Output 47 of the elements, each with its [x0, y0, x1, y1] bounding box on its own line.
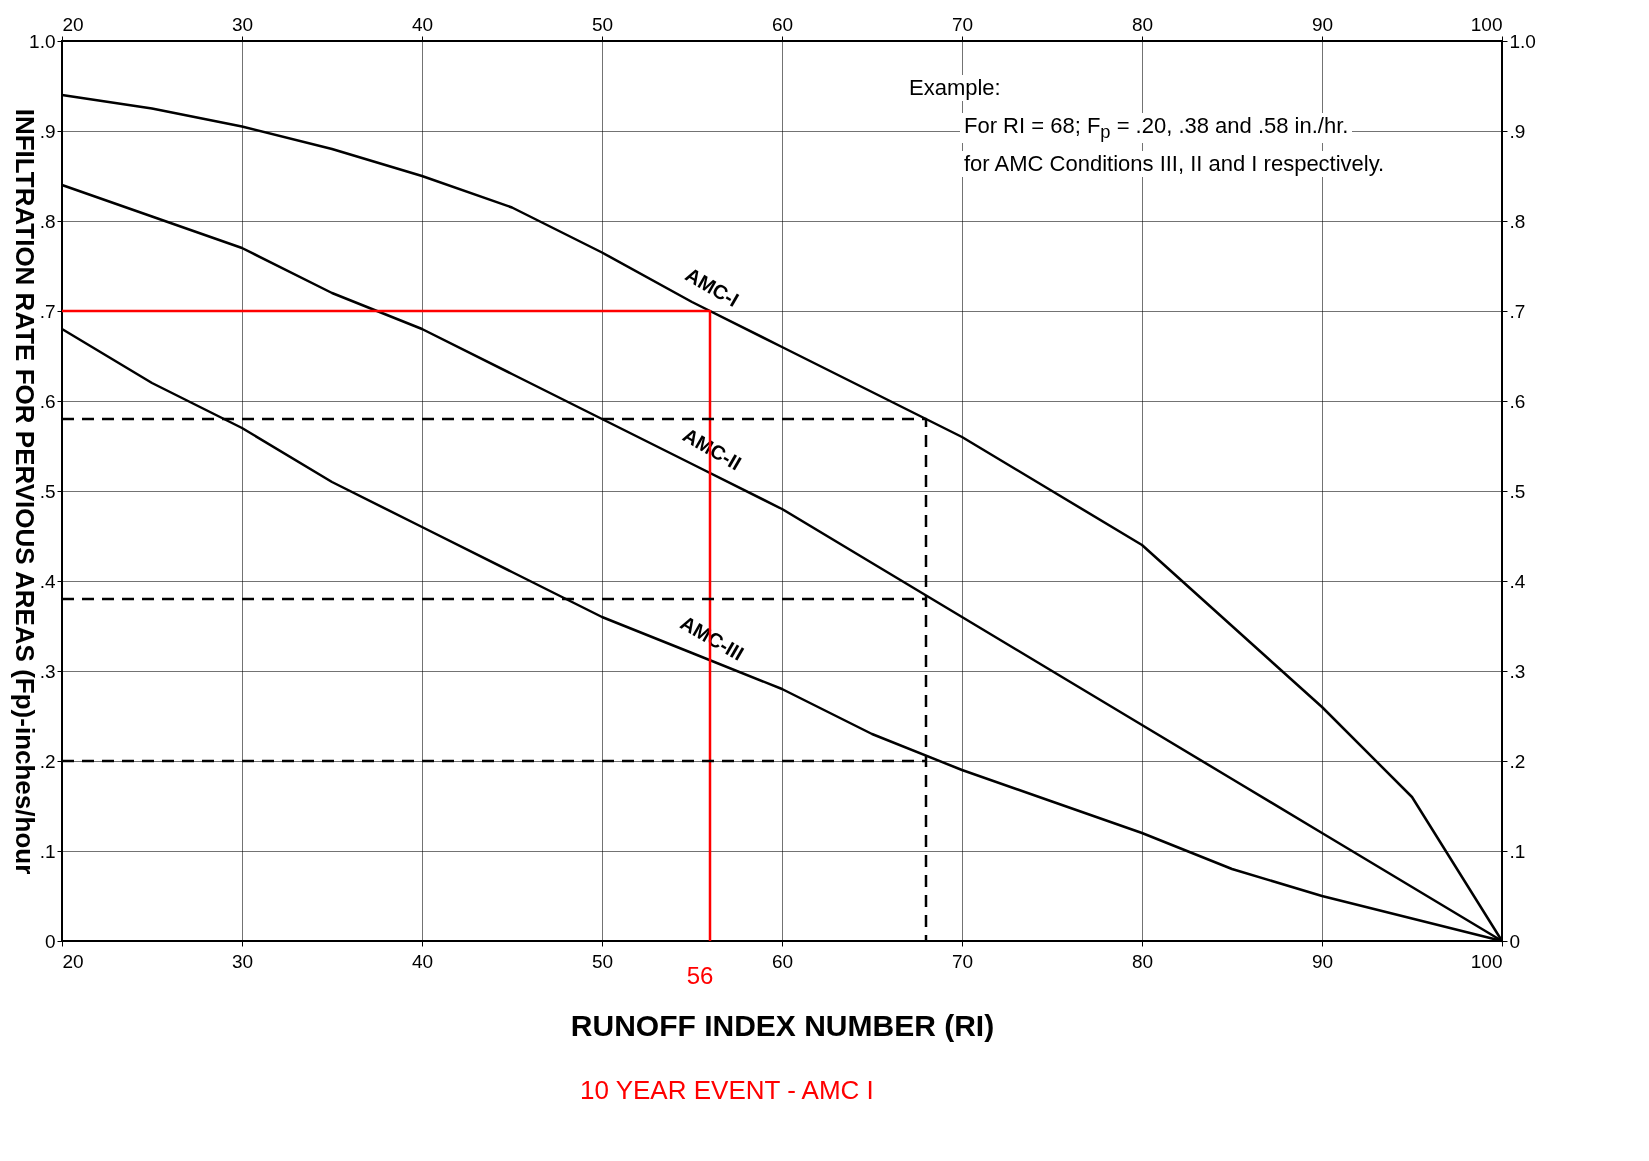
x-tick-label: 70: [951, 13, 974, 35]
y-tick-label: .2: [39, 750, 56, 772]
y-tick-label: .4: [39, 570, 56, 592]
y-tick-label: .1: [39, 840, 56, 862]
annotation: 56: [686, 962, 714, 989]
x2-tick-label: 20: [62, 950, 84, 972]
y2-tick-label: .8: [1509, 210, 1526, 232]
y-tick-label: .7: [39, 300, 56, 322]
x2-tick-label: 50: [591, 950, 614, 972]
y-tick-label: .8: [39, 210, 56, 232]
y2-tick-label: 0: [1509, 930, 1521, 952]
x2-tick-label: 60: [771, 950, 794, 972]
text: 10 YEAR EVENT - AMC I: [580, 1075, 874, 1106]
annotation: Example:: [905, 75, 1005, 101]
x-axis-title: RUNOFF INDEX NUMBER (RI): [570, 1008, 995, 1042]
annotation: For RI = 68; F$_{p}$ = .20, .38 and .58 in./hr.: [960, 113, 1353, 144]
x-tick-label: 50: [591, 13, 614, 35]
y2-tick-label: .3: [1509, 660, 1526, 682]
x2-tick-label: 100: [1470, 950, 1503, 972]
y-tick-label: .9: [39, 120, 56, 142]
x2-tick-label: 40: [411, 950, 434, 972]
y-tick-label: .3: [39, 660, 56, 682]
y2-tick-label: .9: [1509, 120, 1526, 142]
x-tick-label: 90: [1311, 13, 1334, 35]
y-tick-label: .6: [39, 390, 56, 412]
y2-tick-label: .2: [1509, 750, 1526, 772]
x2-tick-label: 70: [951, 950, 974, 972]
y2-tick-label: .4: [1509, 570, 1526, 592]
annotation: for AMC Conditions III, II and I respectively.: [960, 151, 1389, 177]
x2-tick-label: 80: [1131, 950, 1154, 972]
y2-tick-label: 1.0: [1509, 30, 1536, 52]
x-tick-label: 20: [62, 13, 84, 35]
y2-tick-label: .5: [1509, 480, 1526, 502]
y2-tick-label: .1: [1509, 840, 1526, 862]
x-tick-label: 30: [231, 13, 254, 35]
x2-tick-label: 30: [231, 950, 254, 972]
y-tick-label: 1.0: [29, 30, 56, 52]
y-axis-title: INFILTRATION RATE FOR PERVIOUS AREAS (Fp)-inches/hour: [10, 108, 41, 875]
y2-tick-label: .6: [1509, 390, 1526, 412]
x-tick-label: 40: [411, 13, 434, 35]
x-tick-label: 60: [771, 13, 794, 35]
x-tick-label: 80: [1131, 13, 1154, 35]
y-tick-label: 0: [44, 930, 56, 952]
x2-tick-label: 90: [1311, 950, 1334, 972]
y2-tick-label: .7: [1509, 300, 1526, 322]
x-tick-label: 100: [1470, 13, 1503, 35]
y-tick-label: .5: [39, 480, 56, 502]
